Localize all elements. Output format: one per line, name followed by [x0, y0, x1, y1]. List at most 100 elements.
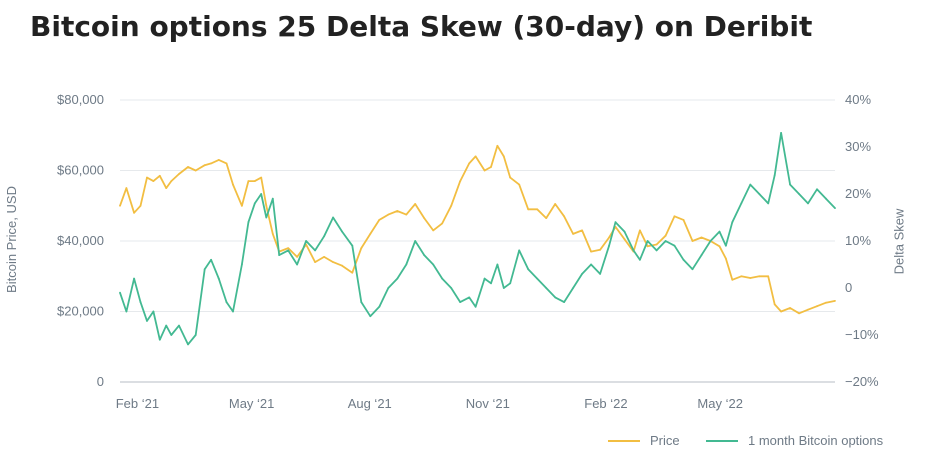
data-point-skew	[170, 334, 173, 336]
data-point-skew	[405, 263, 408, 266]
data-point-skew	[496, 263, 499, 266]
data-point-skew	[278, 254, 281, 256]
data-point-skew	[369, 315, 372, 318]
chart-title: Bitcoin options 25 Delta Skew (30-day) o…	[30, 10, 813, 43]
data-point-price	[725, 257, 727, 260]
data-point-price	[178, 173, 180, 175]
data-point-price	[718, 245, 721, 248]
data-point-skew	[296, 263, 298, 266]
data-point-skew	[599, 273, 601, 275]
data-point-skew	[725, 244, 727, 247]
data-point-skew	[133, 277, 136, 280]
data-point-price	[217, 159, 220, 161]
data-point-skew	[834, 207, 836, 210]
y-right-tick-label: 20%	[845, 186, 871, 201]
data-point-price	[441, 222, 444, 225]
data-point-skew	[247, 221, 250, 224]
data-point-price	[405, 213, 408, 216]
legend-item-skew[interactable]: 1 month Bitcoin options	[706, 433, 883, 448]
data-point-price	[767, 275, 770, 278]
data-point-skew	[709, 240, 712, 242]
data-point-skew	[323, 235, 325, 238]
data-point-skew	[158, 338, 161, 341]
data-point-skew	[194, 334, 197, 336]
data-point-skew	[758, 193, 761, 195]
data-point-price	[247, 180, 250, 183]
data-point-price	[351, 271, 354, 274]
legend-item-price[interactable]: Price	[608, 433, 680, 448]
data-point-price	[731, 278, 734, 281]
data-point-skew	[718, 230, 721, 233]
data-point-price	[360, 247, 363, 250]
data-point-skew	[545, 287, 548, 289]
y-left-tick-label: 0	[97, 374, 104, 389]
data-point-skew	[664, 240, 667, 242]
data-point-skew	[614, 221, 617, 224]
data-point-skew	[554, 296, 557, 299]
data-point-skew	[165, 324, 168, 327]
data-point-price	[459, 180, 462, 183]
data-point-skew	[187, 343, 189, 346]
data-point-price	[450, 204, 453, 207]
data-point-price	[323, 256, 325, 258]
data-point-price	[536, 208, 539, 211]
data-point-skew	[749, 183, 752, 186]
data-point-price	[590, 250, 592, 253]
series-lines	[119, 132, 836, 346]
data-point-price	[545, 217, 548, 220]
y-right-tick-label: 30%	[845, 139, 871, 154]
data-point-price	[798, 312, 800, 315]
data-point-price	[241, 204, 243, 207]
y-right-tick-label: 40%	[845, 92, 871, 107]
data-point-skew	[360, 301, 363, 303]
data-point-price	[518, 183, 521, 186]
data-point-skew	[518, 249, 521, 252]
data-point-price	[673, 215, 676, 218]
data-point-price	[502, 155, 505, 158]
data-point-price	[740, 275, 743, 278]
data-point-price	[474, 155, 477, 158]
data-point-skew	[740, 202, 743, 205]
data-point-price	[260, 176, 263, 179]
data-point-price	[599, 248, 601, 251]
data-point-skew	[432, 263, 435, 266]
data-point-price	[225, 162, 228, 165]
data-point-skew	[682, 258, 685, 261]
y-left-tick-label: $60,000	[57, 163, 104, 178]
data-point-skew	[459, 301, 462, 303]
data-point-skew	[563, 301, 565, 303]
data-point-price	[253, 180, 256, 183]
y-right-tick-label: 0	[845, 280, 852, 295]
data-point-price	[773, 303, 776, 306]
data-point-skew	[807, 202, 809, 205]
data-point-skew	[780, 132, 782, 134]
data-point-price	[423, 217, 426, 220]
y-left-tick-label: $80,000	[57, 92, 104, 107]
data-point-price	[396, 210, 399, 212]
data-point-skew	[287, 249, 290, 252]
data-point-price	[387, 213, 390, 216]
data-point-price	[133, 211, 136, 214]
data-point-skew	[789, 183, 791, 186]
data-point-price	[341, 264, 343, 267]
data-point-price	[639, 229, 641, 232]
data-point-skew	[414, 240, 417, 242]
data-point-skew	[203, 268, 206, 271]
data-point-skew	[646, 240, 649, 242]
data-point-price	[194, 169, 197, 172]
data-point-skew	[178, 324, 180, 327]
data-point-price	[483, 169, 486, 172]
data-point-skew	[271, 197, 274, 200]
data-point-price	[314, 261, 316, 263]
data-point-skew	[798, 193, 800, 195]
data-point-skew	[655, 249, 658, 252]
gridlines	[120, 99, 835, 383]
data-point-skew	[139, 301, 142, 303]
y-axis-left-label: Bitcoin Price, USD	[3, 186, 19, 293]
data-point-skew	[731, 221, 734, 224]
data-point-skew	[396, 277, 399, 280]
data-point-price	[581, 229, 583, 232]
data-point-skew	[241, 263, 243, 266]
data-point-price	[646, 245, 649, 248]
data-point-price	[210, 162, 213, 165]
